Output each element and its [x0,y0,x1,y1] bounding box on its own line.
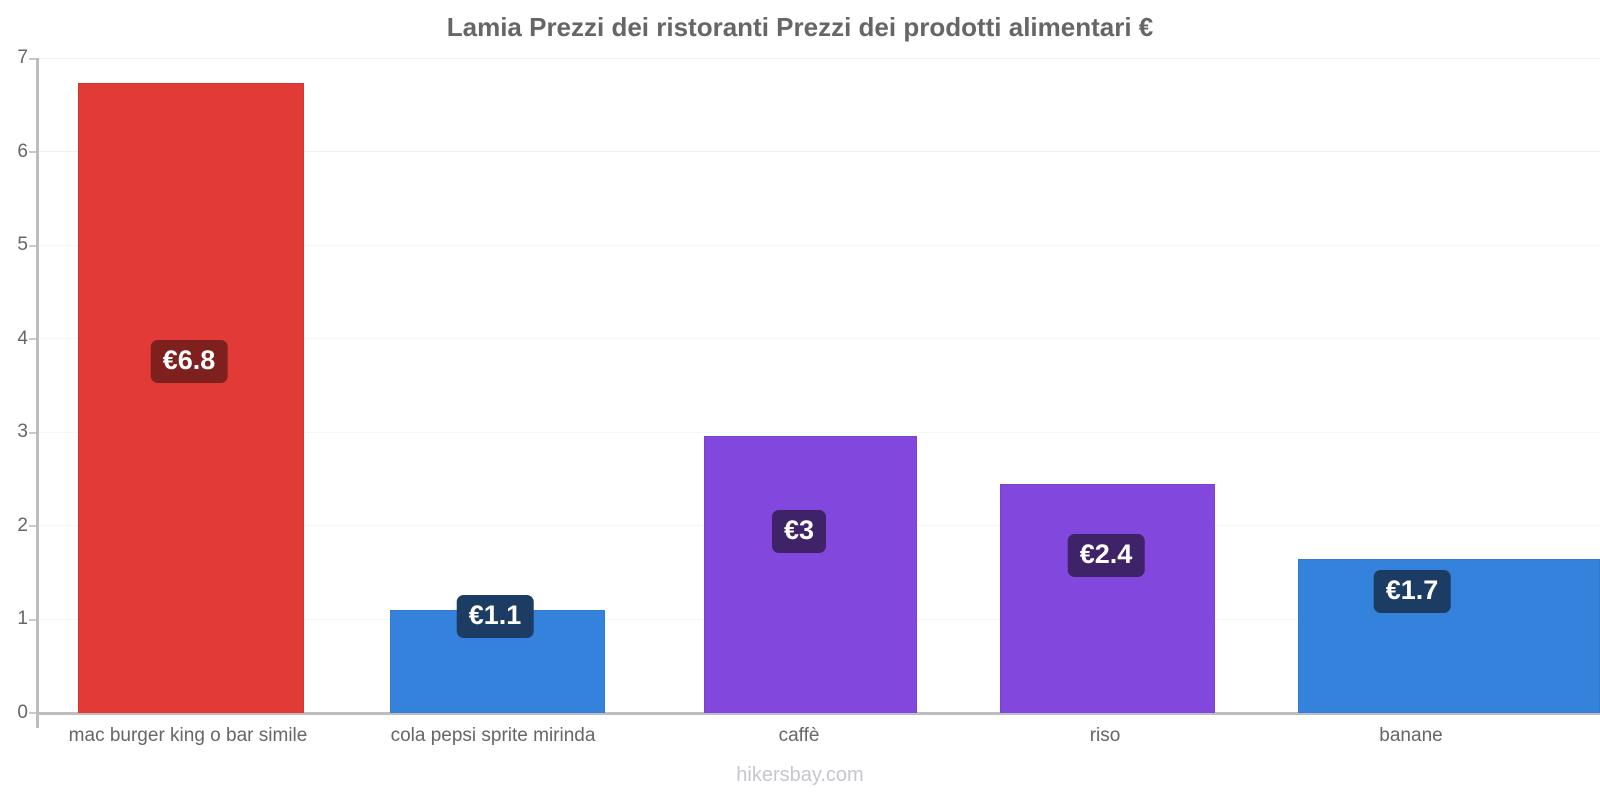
y-tick-label-3: 3 [17,421,28,442]
tick-mark-3 [29,432,37,434]
tick-mark-1 [29,619,37,621]
y-tick-label-2: 2 [17,515,28,536]
gridline-3 [36,432,1600,433]
y-tick-label-0: 0 [17,702,28,723]
gridline-5 [36,245,1600,246]
x-axis-line [36,712,1600,715]
bar-mac-burger-king-o-bar-simile[interactable] [78,83,304,713]
tick-mark-7 [29,58,37,60]
gridline-4 [36,338,1600,339]
value-badge-banane: €1.7 [1373,570,1451,613]
tick-mark-2 [29,525,37,527]
bar-caffe[interactable] [704,436,917,713]
x-category-label-3: riso [1089,725,1121,746]
source-watermark: hikersbay.com [736,764,864,786]
tick-mark-0 [29,712,37,714]
gridline-6 [36,151,1600,152]
value-badge-caffe: €3 [771,510,827,553]
tick-mark-4 [29,338,37,340]
x-category-label-0: mac burger king o bar simile [68,725,308,746]
x-category-label-1: cola pepsi sprite mirinda [390,725,596,746]
value-badge-mac-burger-king-o-bar-simile: €6.8 [150,340,228,383]
y-axis-line [36,58,39,728]
chart-title: Lamia Prezzi dei ristoranti Prezzi dei p… [446,12,1154,42]
gridline-7 [36,58,1600,59]
y-tick-label-6: 6 [17,141,28,162]
tick-mark-6 [29,151,37,153]
y-tick-label-5: 5 [17,234,28,255]
x-category-label-2: caffè [778,725,820,746]
y-tick-label-4: 4 [17,328,28,349]
value-badge-riso: €2.4 [1067,534,1145,577]
bar-riso[interactable] [1000,484,1215,713]
tick-mark-5 [29,245,37,247]
value-badge-cola-pepsi-sprite-mirinda: €1.1 [456,595,534,638]
x-category-label-4: banane [1379,725,1443,746]
y-tick-label-1: 1 [17,608,28,629]
y-tick-label-7: 7 [17,47,28,68]
